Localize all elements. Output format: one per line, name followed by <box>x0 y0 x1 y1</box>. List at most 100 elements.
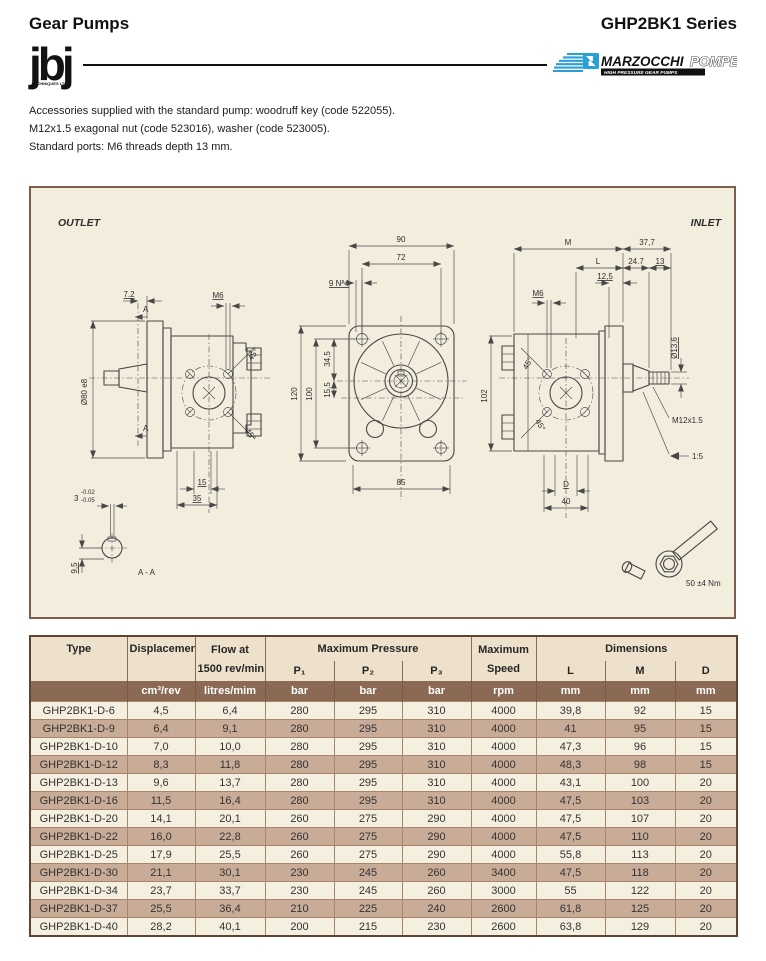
spec-table-body: GHP2BK1-D-6 4,5 6,4 280 295 310 4000 39,… <box>29 701 738 937</box>
cell-l: 55 <box>535 881 606 900</box>
cell-displacement: 16,0 <box>126 827 196 846</box>
cell-displacement: 9,6 <box>126 773 196 792</box>
tolerance-label: -0.05 <box>81 498 95 504</box>
cell-p3: 310 <box>401 701 472 720</box>
cell-flow: 40,1 <box>194 917 266 937</box>
cell-m: 125 <box>604 899 676 918</box>
cell-speed: 2600 <box>470 917 537 937</box>
unit-cell: rpm <box>470 681 537 702</box>
cell-type: GHP2BK1-D-10 <box>29 737 128 756</box>
cell-type: GHP2BK1-D-30 <box>29 863 128 882</box>
cell-d: 15 <box>674 701 738 720</box>
col-header-flow-line2: 1500 rev/min <box>197 663 265 675</box>
cell-flow: 22,8 <box>194 827 266 846</box>
cell-p2: 215 <box>333 917 403 937</box>
cell-m: 103 <box>604 791 676 810</box>
cell-displacement: 6,4 <box>126 719 196 738</box>
jbj-logo-caption: TECHNIQUES LTD <box>32 80 68 86</box>
unit-cell: mm <box>674 681 738 702</box>
table-row: GHP2BK1-D-13 9,6 13,7 280 295 310 4000 4… <box>29 773 738 792</box>
cell-type: GHP2BK1-D-34 <box>29 881 128 900</box>
spoke-lines <box>360 340 442 422</box>
cell-p2: 295 <box>333 755 403 774</box>
cell-p3: 310 <box>401 719 472 738</box>
cell-displacement: 14,1 <box>126 809 196 828</box>
col-header-max-pressure: Maximum Pressure <box>264 636 472 661</box>
cell-p3: 260 <box>401 881 472 900</box>
cell-speed: 3000 <box>470 881 537 900</box>
cell-speed: 4000 <box>470 737 537 756</box>
table-row: GHP2BK1-D-12 8,3 11,8 280 295 310 4000 4… <box>29 755 738 774</box>
cell-l: 63,8 <box>535 917 606 937</box>
cell-p3: 230 <box>401 917 472 937</box>
front-view-drawing: 90 72 9 N°4 120 100 34,5 15,5 <box>290 235 467 500</box>
col-header-m: M <box>604 661 676 681</box>
dim-label: 34,5 <box>323 351 332 367</box>
cell-flow: 6,4 <box>194 701 266 720</box>
dim-label: 85 <box>397 478 406 487</box>
section-marker: A <box>143 305 149 314</box>
col-header-displacement: Displacement <box>126 636 196 681</box>
thread-label: M12x1.5 <box>672 416 703 425</box>
col-header-max-speed: Maximum Speed <box>470 636 537 681</box>
cell-d: 20 <box>674 899 738 918</box>
cell-d: 20 <box>674 809 738 828</box>
pump-icon <box>583 53 599 69</box>
col-header-dimensions: Dimensions <box>535 636 738 661</box>
cell-speed: 4000 <box>470 701 537 720</box>
dim-label: 72 <box>397 253 406 262</box>
cell-speed: 4000 <box>470 791 537 810</box>
col-header-type: Type <box>29 636 128 681</box>
tolerance-label: -0.02 <box>81 490 95 496</box>
cell-speed: 4000 <box>470 809 537 828</box>
cell-l: 47,5 <box>535 809 606 828</box>
cell-p2: 275 <box>333 827 403 846</box>
torque-label: 50 ±4 Nm <box>686 579 721 588</box>
table-row: GHP2BK1-D-9 6,4 9,1 280 295 310 4000 41 … <box>29 719 738 738</box>
cell-l: 47,3 <box>535 737 606 756</box>
cell-flow: 20,1 <box>194 809 266 828</box>
unit-cell: cm³/rev <box>126 681 196 702</box>
dim-label: 24.7 <box>628 257 644 266</box>
cell-flow: 30,1 <box>194 863 266 882</box>
cell-p3: 290 <box>401 845 472 864</box>
cell-type: GHP2BK1-D-6 <box>29 701 128 720</box>
section-aa-drawing: 3 -0.02 -0.05 9,5 A - A <box>70 490 156 577</box>
cell-p1: 260 <box>264 827 335 846</box>
torque-wrench-drawing: 50 ±4 Nm <box>621 520 721 588</box>
table-row: GHP2BK1-D-34 23,7 33,7 230 245 260 3000 … <box>29 881 738 900</box>
cell-type: GHP2BK1-D-20 <box>29 809 128 828</box>
taper-label: 1:5 <box>692 452 704 461</box>
dim-label: 13 <box>656 257 665 266</box>
col-header-flow-line1: Flow at <box>211 644 249 656</box>
cell-speed: 2600 <box>470 899 537 918</box>
pompe-wordmark: POMPE <box>690 54 737 69</box>
cell-displacement: 11,5 <box>126 791 196 810</box>
cell-m: 95 <box>604 719 676 738</box>
cell-speed: 4000 <box>470 827 537 846</box>
cell-p1: 260 <box>264 845 335 864</box>
dim-label: M <box>565 238 572 247</box>
cell-speed: 4000 <box>470 755 537 774</box>
series-title: GHP2BK1 Series <box>600 14 737 33</box>
page-title: Gear Pumps <box>29 14 130 33</box>
dim-label: M6 <box>212 291 224 300</box>
cell-displacement: 21,1 <box>126 863 196 882</box>
table-row: GHP2BK1-D-37 25,5 36,4 210 225 240 2600 … <box>29 899 738 918</box>
spec-table: Type Displacement Flow at 1500 rev/min M… <box>29 635 739 937</box>
cell-d: 20 <box>674 881 738 900</box>
cell-displacement: 17,9 <box>126 845 196 864</box>
col-header-l: L <box>535 661 606 681</box>
unit-cell: bar <box>333 681 403 702</box>
cell-p2: 275 <box>333 809 403 828</box>
cell-flow: 16,4 <box>194 791 266 810</box>
intro-text: Accessories supplied with the standard p… <box>29 102 737 156</box>
jbj-logo-text: jbj <box>29 37 75 90</box>
cell-l: 55,8 <box>535 845 606 864</box>
cell-p1: 260 <box>264 809 335 828</box>
cell-speed: 4000 <box>470 845 537 864</box>
cell-type: GHP2BK1-D-25 <box>29 845 128 864</box>
cell-type: GHP2BK1-D-13 <box>29 773 128 792</box>
dim-label: 7.2 <box>123 290 135 299</box>
cell-l: 47,5 <box>535 827 606 846</box>
